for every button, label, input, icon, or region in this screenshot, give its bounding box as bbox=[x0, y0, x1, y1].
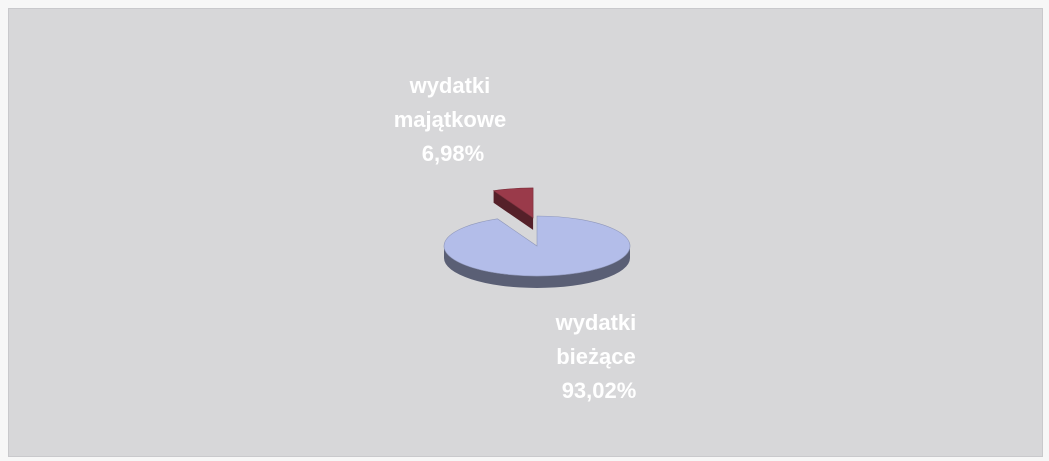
pie-slice-side bbox=[444, 246, 630, 288]
pie-slice-cut-face bbox=[493, 190, 534, 230]
slice-label-line: wydatki bbox=[555, 310, 637, 335]
pie-slice-top bbox=[492, 187, 534, 219]
slice-value-label: 93,02% bbox=[562, 378, 637, 403]
slice-label-line: bieżące bbox=[556, 344, 636, 369]
slice-label-line: majątkowe bbox=[394, 107, 507, 132]
slice-label-capital-expenses: wydatki majątkowe 6,98% bbox=[394, 73, 513, 166]
slice-label-current-expenses: wydatki bieżące 93,02% bbox=[555, 310, 643, 403]
pie-slice-capital-expenses bbox=[492, 187, 534, 230]
pie-slices bbox=[443, 187, 631, 288]
pie-slice-current-expenses bbox=[443, 215, 631, 288]
slice-value-label: 6,98% bbox=[422, 141, 484, 166]
pie-slice-top bbox=[443, 215, 631, 277]
slice-label-line: wydatki bbox=[409, 73, 491, 98]
chart-area bbox=[8, 8, 1043, 457]
